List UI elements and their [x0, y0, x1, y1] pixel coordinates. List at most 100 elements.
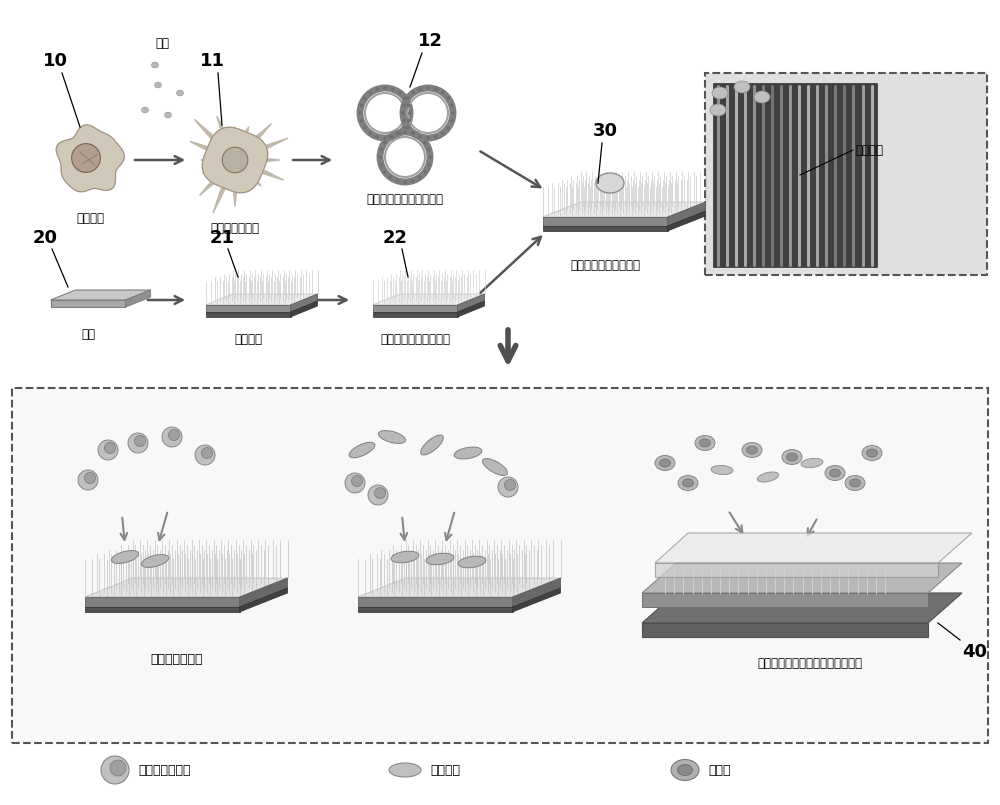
- Circle shape: [450, 119, 454, 122]
- Ellipse shape: [711, 465, 733, 475]
- Circle shape: [418, 135, 421, 138]
- Polygon shape: [642, 593, 928, 607]
- Ellipse shape: [710, 104, 726, 116]
- Polygon shape: [542, 226, 668, 231]
- Ellipse shape: [754, 91, 770, 103]
- Polygon shape: [358, 607, 512, 612]
- Circle shape: [504, 480, 516, 490]
- Circle shape: [369, 91, 372, 94]
- Polygon shape: [240, 578, 288, 607]
- Polygon shape: [668, 202, 706, 226]
- Text: 12: 12: [418, 32, 442, 50]
- Circle shape: [426, 86, 430, 90]
- Polygon shape: [655, 563, 938, 577]
- Ellipse shape: [742, 443, 762, 457]
- Polygon shape: [512, 588, 560, 612]
- Polygon shape: [202, 127, 268, 192]
- Circle shape: [434, 88, 438, 91]
- Polygon shape: [642, 563, 962, 593]
- Polygon shape: [290, 301, 318, 317]
- Circle shape: [411, 179, 415, 183]
- Polygon shape: [542, 217, 668, 226]
- Circle shape: [110, 760, 126, 776]
- Circle shape: [411, 131, 415, 135]
- Polygon shape: [56, 125, 124, 192]
- Polygon shape: [206, 312, 290, 317]
- Circle shape: [358, 111, 362, 115]
- Polygon shape: [373, 294, 485, 305]
- Circle shape: [395, 131, 399, 135]
- Ellipse shape: [458, 556, 486, 568]
- Polygon shape: [458, 294, 485, 312]
- Circle shape: [375, 135, 379, 138]
- Circle shape: [423, 141, 427, 144]
- Circle shape: [201, 448, 212, 459]
- Circle shape: [374, 488, 386, 498]
- Circle shape: [398, 131, 401, 135]
- Ellipse shape: [596, 173, 624, 193]
- Circle shape: [446, 126, 450, 130]
- Polygon shape: [206, 305, 290, 312]
- Ellipse shape: [142, 107, 148, 113]
- Ellipse shape: [483, 459, 507, 476]
- Circle shape: [363, 97, 367, 100]
- Polygon shape: [12, 388, 988, 743]
- Ellipse shape: [111, 551, 139, 563]
- Circle shape: [101, 756, 129, 784]
- Ellipse shape: [154, 82, 162, 88]
- Text: 受刺激巨噬细胞的细胞膜: 受刺激巨噬细胞的细胞膜: [366, 193, 444, 206]
- Circle shape: [401, 111, 405, 115]
- Circle shape: [406, 126, 410, 130]
- Ellipse shape: [734, 81, 750, 93]
- Circle shape: [378, 155, 382, 159]
- Polygon shape: [512, 578, 560, 607]
- Polygon shape: [290, 294, 318, 312]
- Circle shape: [407, 119, 411, 122]
- Circle shape: [403, 180, 407, 184]
- Circle shape: [418, 175, 421, 179]
- Ellipse shape: [660, 459, 670, 467]
- Circle shape: [72, 143, 100, 172]
- Text: 22: 22: [382, 229, 408, 247]
- Polygon shape: [213, 180, 229, 213]
- Circle shape: [352, 476, 362, 486]
- Circle shape: [418, 135, 422, 138]
- Circle shape: [412, 131, 415, 135]
- Ellipse shape: [712, 87, 728, 99]
- Ellipse shape: [862, 445, 882, 460]
- Circle shape: [78, 470, 98, 490]
- Text: 受刺激巨噬细胞: 受刺激巨噬细胞: [210, 222, 260, 235]
- Ellipse shape: [176, 90, 184, 96]
- Polygon shape: [241, 126, 249, 140]
- Circle shape: [389, 175, 392, 179]
- Polygon shape: [705, 73, 987, 275]
- Circle shape: [434, 135, 438, 138]
- Text: 硅纳米线: 硅纳米线: [855, 143, 883, 156]
- Polygon shape: [255, 138, 288, 154]
- Polygon shape: [713, 83, 877, 267]
- Circle shape: [423, 170, 427, 174]
- Circle shape: [402, 119, 406, 122]
- Polygon shape: [257, 158, 280, 163]
- Circle shape: [359, 104, 363, 107]
- Circle shape: [389, 135, 392, 138]
- Circle shape: [450, 104, 454, 107]
- Text: 大肠杆菌: 大肠杆菌: [430, 763, 460, 777]
- Ellipse shape: [391, 551, 419, 563]
- Polygon shape: [458, 301, 485, 317]
- Text: 20: 20: [32, 229, 58, 247]
- Ellipse shape: [349, 442, 375, 458]
- Circle shape: [368, 485, 388, 505]
- Circle shape: [441, 131, 444, 135]
- Polygon shape: [233, 183, 238, 206]
- Polygon shape: [642, 623, 928, 637]
- Circle shape: [369, 131, 372, 135]
- Text: 红细胞: 红细胞: [708, 763, 730, 777]
- Circle shape: [403, 126, 407, 130]
- Polygon shape: [240, 588, 288, 612]
- Polygon shape: [233, 126, 238, 138]
- Circle shape: [383, 141, 387, 144]
- Ellipse shape: [164, 112, 172, 118]
- Circle shape: [408, 111, 412, 115]
- Circle shape: [428, 155, 432, 159]
